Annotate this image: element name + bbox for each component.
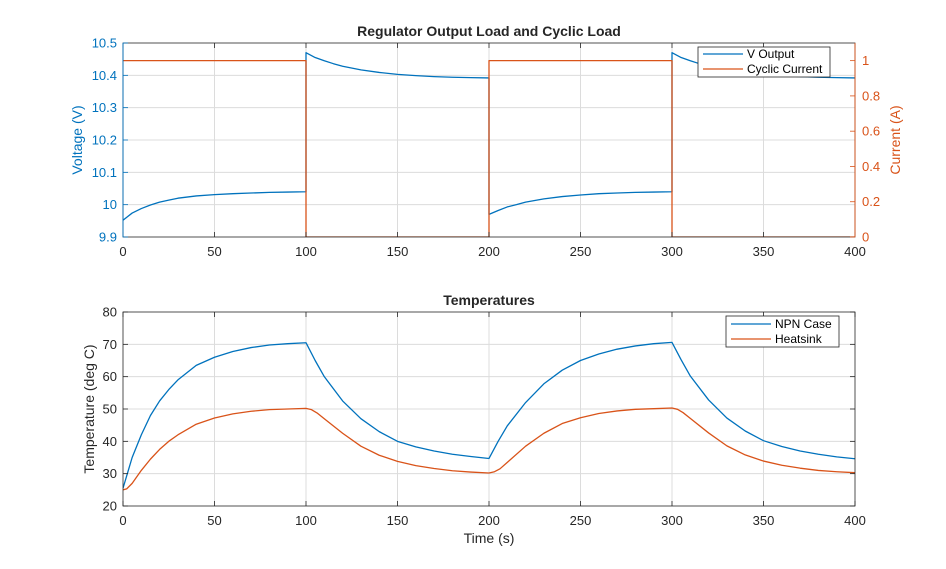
bottom-series-heatsink <box>123 407 855 491</box>
legend-label-npn-case: NPN Case <box>775 317 832 331</box>
top-xtick-label-0: 0 <box>119 244 126 259</box>
top-ytick-label-10-5: 10.5 <box>92 36 117 51</box>
top-ylabel-left: Voltage (V) <box>69 105 85 174</box>
top-ytick-right-label-0: 0 <box>862 230 869 245</box>
top-series-cyclic-current <box>123 59 855 237</box>
top-ytick-label-9-9: 9.9 <box>99 230 117 245</box>
top-legend-box <box>697 46 831 78</box>
top-xtick-label-150: 150 <box>387 244 409 259</box>
legend-label-v-output: V Output <box>747 47 795 61</box>
bottom-ytick-label-40: 40 <box>103 434 117 449</box>
top-xtick-label-250: 250 <box>570 244 592 259</box>
bottom-xtick-label-100: 100 <box>295 513 317 528</box>
bottom-legend: NPN Case Heatsink <box>725 315 840 348</box>
bottom-xtick-label-300: 300 <box>661 513 683 528</box>
top-ytick-right-label-0-8: 0.8 <box>862 88 880 103</box>
bottom-ytick-label-80: 80 <box>103 305 117 320</box>
top-ytick-label-10-2: 10.2 <box>92 133 117 148</box>
top-ticks: 0 50 100 150 200 250 300 350 4009.91010.110.210.… <box>92 36 880 260</box>
bottom-ytick-label-20: 20 <box>103 499 117 514</box>
bottom-ytick-label-50: 50 <box>103 402 117 417</box>
top-xtick-label-100: 100 <box>295 244 317 259</box>
top-ytick-right-label-0-2: 0.2 <box>862 194 880 209</box>
top-title: Regulator Output Load and Cyclic Load <box>357 23 621 39</box>
top-ytick-label-10: 10 <box>103 197 117 212</box>
bottom-xtick-label-400: 400 <box>844 513 866 528</box>
top-legend: V Output Cyclic Current <box>697 46 831 78</box>
legend-label-heatsink: Heatsink <box>775 332 823 346</box>
bottom-xtick-label-350: 350 <box>753 513 775 528</box>
bottom-ticks: 0 50 100 150 200 250 300 350 400 20 30 40 50 60 70 80 <box>103 305 866 529</box>
bottom-xtick-label-150: 150 <box>387 513 409 528</box>
top-xtick-label-50: 50 <box>207 244 221 259</box>
top-ytick-label-10-4: 10.4 <box>92 68 117 83</box>
bottom-xtick-label-200: 200 <box>478 513 500 528</box>
bottom-ylabel: Temperature (deg C) <box>81 344 97 473</box>
top-xtick-label-300: 300 <box>661 244 683 259</box>
bottom-series-npn-case <box>123 341 855 489</box>
top-plot: 0 50 100 150 200 250 300 350 4009.91010.110.210.… <box>69 23 903 259</box>
bottom-xtick-label-0: 0 <box>119 513 126 528</box>
bottom-ytick-label-30: 30 <box>103 466 117 481</box>
top-ytick-right-label-0-6: 0.6 <box>862 124 880 139</box>
bottom-plot: 0 50 100 150 200 250 300 350 400 20 30 40 50 60 70 80 T… <box>81 292 866 546</box>
top-xtick-label-200: 200 <box>478 244 500 259</box>
bottom-title: Temperatures <box>443 292 535 308</box>
bottom-series-layer <box>123 341 855 491</box>
top-xtick-label-400: 400 <box>844 244 866 259</box>
bottom-xtick-label-50: 50 <box>207 513 221 528</box>
top-ytick-right-label-1: 1 <box>862 53 869 68</box>
bottom-ytick-label-70: 70 <box>103 337 117 352</box>
top-ytick-right-label-0-4: 0.4 <box>862 159 880 174</box>
top-ytick-label-10-1: 10.1 <box>92 165 117 180</box>
bottom-legend-box <box>725 315 840 348</box>
top-ytick-label-10-3: 10.3 <box>92 100 117 115</box>
bottom-xtick-label-250: 250 <box>570 513 592 528</box>
bottom-ytick-label-60: 60 <box>103 369 117 384</box>
legend-label-cyclic-current: Cyclic Current <box>747 62 823 76</box>
bottom-xlabel: Time (s) <box>464 530 515 546</box>
top-ylabel-right: Current (A) <box>887 105 903 174</box>
top-xtick-label-350: 350 <box>753 244 775 259</box>
